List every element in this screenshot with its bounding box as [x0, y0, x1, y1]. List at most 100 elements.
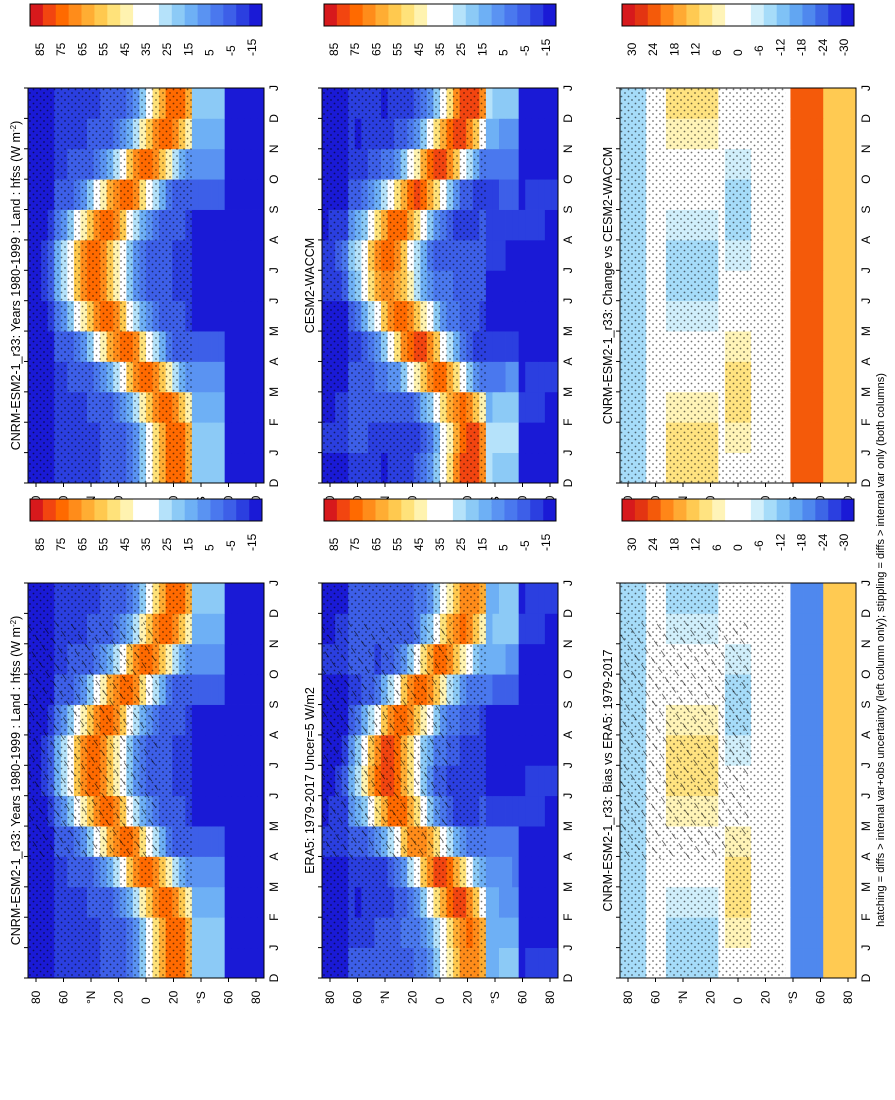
heat-cell: [790, 118, 798, 150]
colorbar-swatch: [750, 499, 765, 521]
colorbar-swatch: [133, 499, 147, 521]
colorbar-label: 18: [667, 42, 681, 56]
month-label: S: [561, 206, 575, 214]
heat-cell: [842, 734, 850, 766]
heat-cell: [231, 704, 239, 736]
heat-cell: [499, 179, 506, 210]
heat-cell: [218, 239, 226, 271]
heat-cell: [257, 795, 265, 827]
heat-cell: [518, 239, 526, 271]
colorbar-label: -5: [518, 45, 532, 56]
colorbar-label: 45: [118, 42, 132, 56]
heat-cell: [244, 765, 252, 797]
lat-tick-label: °N: [378, 991, 392, 1004]
heat-cell: [512, 856, 520, 888]
colorbar-label: -24: [816, 38, 830, 56]
month-label: D: [267, 114, 281, 123]
heat-cell: [492, 674, 500, 705]
colorbar-label: 65: [369, 537, 383, 551]
heat-cell: [803, 391, 811, 423]
colorbar-label: -12: [773, 38, 787, 56]
colorbar-label: 85: [327, 42, 341, 56]
heat-cell: [505, 118, 513, 150]
heat-cell: [538, 239, 546, 271]
heat-cell: [829, 674, 837, 705]
lat-tick-label: °N: [84, 991, 98, 1004]
heat-cell: [191, 422, 199, 454]
heat-cell: [198, 422, 206, 454]
heat-cell: [538, 886, 546, 918]
heat-cell: [191, 613, 199, 645]
heat-cell: [803, 118, 811, 150]
heat-cell: [257, 300, 265, 332]
colorbar-swatch: [530, 499, 544, 521]
month-label: N: [859, 639, 873, 648]
heat-cell: [531, 331, 539, 362]
heat-cell: [231, 422, 239, 454]
colorbar-swatch: [465, 4, 479, 26]
heat-cell: [810, 947, 818, 979]
heat-cell: [810, 118, 818, 150]
heat-cell: [205, 239, 212, 271]
heat-cell: [198, 179, 206, 210]
month-label: D: [267, 973, 281, 982]
colorbar-label: 35: [433, 537, 447, 551]
colorbar-label: 25: [160, 537, 174, 551]
heat-cell: [205, 674, 212, 705]
heat-cell: [836, 674, 844, 705]
heat-cell: [250, 734, 258, 766]
heat-cell: [842, 765, 850, 797]
heat-cell: [231, 643, 239, 675]
heat-cell: [816, 795, 824, 827]
heat-cell: [551, 452, 559, 484]
heat-cell: [829, 118, 837, 150]
colorbar-swatch: [517, 4, 531, 26]
colorbar-swatch: [750, 4, 765, 26]
heat-cell: [783, 704, 791, 736]
heat-cell: [518, 391, 526, 423]
heat-cell: [531, 239, 539, 271]
colorbar-swatch: [146, 4, 160, 26]
heat-cell: [525, 826, 533, 857]
heat-cell: [538, 179, 546, 210]
heat-cell: [237, 118, 245, 150]
heat-cell: [505, 391, 513, 423]
heat-cell: [492, 795, 500, 827]
heat-cell: [518, 209, 526, 241]
heat-cell: [250, 947, 258, 979]
heat-cell: [492, 270, 500, 302]
heat-cell: [829, 704, 837, 736]
heat-cell: [803, 88, 811, 119]
colorbar-label: 25: [454, 42, 468, 56]
heat-cell: [191, 704, 199, 736]
heat-cell: [231, 583, 239, 614]
colorbar-label: 55: [391, 537, 405, 551]
heat-cell: [849, 88, 857, 119]
heat-cell: [823, 179, 831, 210]
colorbar-label: 25: [454, 537, 468, 551]
heat-cell: [499, 917, 506, 949]
heat-cell: [790, 239, 798, 271]
heat-cell: [499, 613, 506, 645]
heat-cell: [836, 391, 844, 423]
heat-cell: [836, 613, 844, 645]
heat-cell: [205, 765, 212, 797]
month-label: F: [859, 419, 873, 426]
heat-cell: [816, 300, 824, 332]
heat-cell: [790, 734, 798, 766]
heat-cell: [191, 947, 199, 979]
heat-cell: [783, 674, 791, 705]
heat-cell: [499, 583, 506, 614]
heat-cell: [538, 856, 546, 888]
month-label: D: [267, 609, 281, 618]
colorbar-label: -30: [837, 38, 851, 56]
heat-cell: [244, 674, 252, 705]
heat-cell: [829, 361, 837, 393]
colorbar-label: 45: [412, 537, 426, 551]
heat-cell: [538, 422, 546, 454]
heat-cell: [525, 391, 533, 423]
colorbar-label: 35: [139, 42, 153, 56]
heat-cell: [790, 704, 798, 736]
heat-cell: [790, 583, 798, 614]
heat-cell: [538, 452, 546, 484]
